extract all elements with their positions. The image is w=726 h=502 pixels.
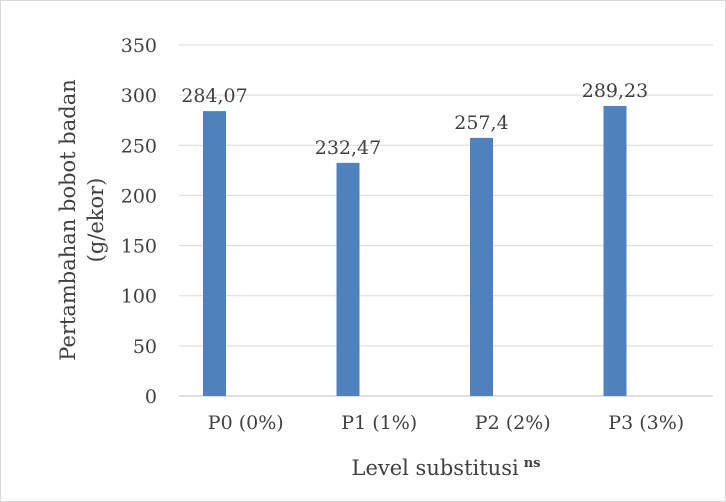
- y-axis-title-line1: Pertambahan bobot badan: [56, 79, 80, 360]
- bar: [470, 137, 493, 397]
- x-tick-label: P1 (1%): [341, 412, 417, 434]
- bar: [203, 111, 226, 396]
- y-tick-label: 0: [145, 386, 157, 408]
- x-tick-label: P3 (3%): [608, 412, 684, 434]
- y-axis-ticks: 0 50 100 150 200 250 300 350: [121, 35, 157, 408]
- y-tick-label: 250: [121, 135, 157, 157]
- y-tick-label: 200: [121, 185, 157, 207]
- x-axis-title: Level substitusi ns: [352, 456, 541, 480]
- y-tick-label: 300: [121, 85, 157, 107]
- y-tick-label: 150: [121, 236, 157, 258]
- y-tick-label: 100: [121, 286, 157, 308]
- y-tick-label: 350: [121, 35, 157, 57]
- data-labels: 284,07 232,47 257,4 289,23: [181, 80, 648, 159]
- y-axis-title: Pertambahan bobot badan (g/ekor): [56, 79, 108, 360]
- data-label: 257,4: [454, 112, 508, 134]
- x-tick-label: P2 (2%): [475, 412, 551, 434]
- y-tick-label: 50: [133, 336, 157, 358]
- x-tick-label: P0 (0%): [208, 412, 284, 434]
- data-label: 289,23: [582, 80, 648, 102]
- significance-marker: ns: [524, 456, 541, 471]
- data-label: 232,47: [315, 137, 381, 159]
- x-axis-ticks: P0 (0%) P1 (1%) P2 (2%) P3 (3%): [208, 412, 684, 434]
- bar: [336, 162, 360, 396]
- y-axis-title-line2: (g/ekor): [84, 178, 108, 263]
- bar: [603, 105, 627, 396]
- bars: [203, 105, 627, 397]
- grid-lines: [179, 44, 713, 397]
- data-label: 284,07: [181, 85, 247, 107]
